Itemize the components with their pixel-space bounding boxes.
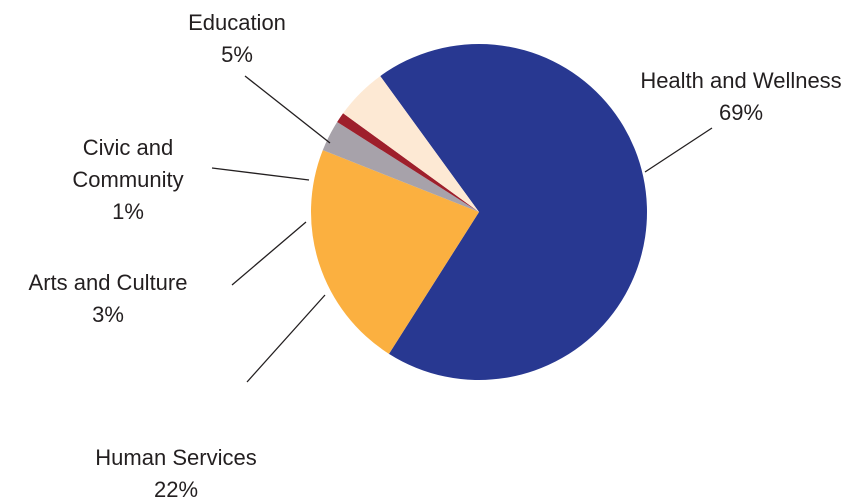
slice-label-education: Education xyxy=(188,10,286,35)
pie-slice-human-services xyxy=(311,150,479,354)
slice-value-civic-and-community: 1% xyxy=(112,199,144,224)
slice-label-civic-and-community-line2: Community xyxy=(72,167,183,192)
pie-slice-education xyxy=(343,76,479,212)
pie-slice-arts-and-culture xyxy=(322,121,479,212)
leader-line-education xyxy=(244,75,331,144)
slice-value-arts-and-culture: 3% xyxy=(92,302,124,327)
slice-label-human-services: Human Services xyxy=(95,445,256,470)
slice-value-education: 5% xyxy=(221,42,253,67)
pie-slices xyxy=(311,44,647,381)
pie-slice-civic-and-community xyxy=(337,113,479,212)
leader-line-arts-and-culture xyxy=(231,221,307,286)
leader-lines xyxy=(211,75,713,383)
slice-label-civic-and-community-line1: Civic and xyxy=(83,135,173,160)
leader-line-civic-and-community xyxy=(211,167,310,181)
leader-line-human-services xyxy=(246,294,326,383)
slice-value-health-and-wellness: 69% xyxy=(719,100,763,125)
slice-labels: Health and Wellness 69% Human Services 2… xyxy=(29,10,842,498)
leader-line-health-and-wellness xyxy=(644,127,713,173)
slice-value-human-services: 22% xyxy=(154,477,198,498)
slice-label-health-and-wellness: Health and Wellness xyxy=(640,68,841,93)
pie-slice-health-and-wellness xyxy=(380,44,647,381)
slice-label-arts-and-culture: Arts and Culture xyxy=(29,270,188,295)
